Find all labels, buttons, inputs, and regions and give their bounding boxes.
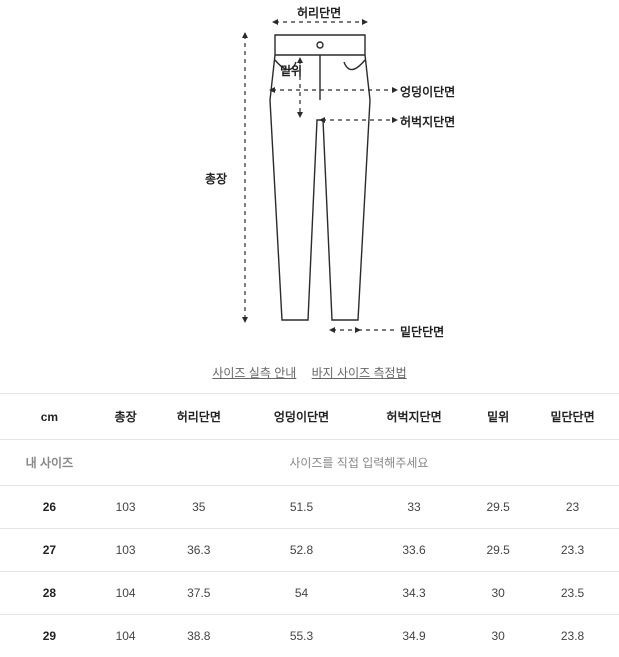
link-size-guide[interactable]: 사이즈 실측 안내: [212, 366, 296, 380]
size-cell: 23.5: [526, 572, 619, 615]
size-cell: 37.5: [152, 572, 245, 615]
header-col: 총장: [99, 394, 153, 440]
size-cell: 51.5: [245, 486, 358, 529]
label-length: 총장: [205, 170, 227, 187]
size-cell: 23.3: [526, 529, 619, 572]
size-cell: 29.5: [470, 529, 526, 572]
size-cell: 104: [99, 615, 153, 657]
size-cell: 23.8: [526, 615, 619, 657]
label-thigh: 허벅지단면: [400, 113, 455, 130]
size-cell: 103: [99, 529, 153, 572]
table-row: 261033551.53329.523: [0, 486, 619, 529]
size-cell: 34.3: [358, 572, 471, 615]
table-row: 2710336.352.833.629.523.3: [0, 529, 619, 572]
size-label: 29: [0, 615, 99, 657]
header-col: 밑위: [470, 394, 526, 440]
size-cell: 55.3: [245, 615, 358, 657]
size-cell: 38.8: [152, 615, 245, 657]
label-hem: 밑단단면: [400, 323, 444, 340]
header-unit: cm: [0, 394, 99, 440]
size-table: cm 총장 허리단면 엉덩이단면 허벅지단면 밑위 밑단단면 내 사이즈 사이즈…: [0, 393, 619, 657]
my-size-placeholder[interactable]: 사이즈를 직접 입력해주세요: [99, 440, 619, 486]
size-label: 26: [0, 486, 99, 529]
size-cell: 34.9: [358, 615, 471, 657]
size-cell: 52.8: [245, 529, 358, 572]
label-rise: 밑위: [280, 62, 302, 79]
size-cell: 33: [358, 486, 471, 529]
header-col: 밑단단면: [526, 394, 619, 440]
size-cell: 103: [99, 486, 153, 529]
size-cell: 35: [152, 486, 245, 529]
label-hip: 엉덩이단면: [400, 83, 455, 100]
header-col: 허벅지단면: [358, 394, 471, 440]
label-waist: 허리단면: [297, 4, 341, 21]
table-row: 2910438.855.334.93023.8: [0, 615, 619, 657]
size-cell: 30: [470, 572, 526, 615]
header-col: 엉덩이단면: [245, 394, 358, 440]
size-label: 27: [0, 529, 99, 572]
size-cell: 23: [526, 486, 619, 529]
size-cell: 104: [99, 572, 153, 615]
size-label: 28: [0, 572, 99, 615]
size-cell: 29.5: [470, 486, 526, 529]
link-measure-method[interactable]: 바지 사이즈 측정법: [312, 366, 407, 380]
pants-measurement-diagram: 허리단면 밑위 엉덩이단면 허벅지단면 총장 밑단단면: [0, 0, 619, 360]
size-cell: 54: [245, 572, 358, 615]
header-col: 허리단면: [152, 394, 245, 440]
size-cell: 36.3: [152, 529, 245, 572]
guide-links: 사이즈 실측 안내 바지 사이즈 측정법: [0, 360, 619, 393]
my-size-row[interactable]: 내 사이즈 사이즈를 직접 입력해주세요: [0, 440, 619, 486]
table-row: 2810437.55434.33023.5: [0, 572, 619, 615]
table-header-row: cm 총장 허리단면 엉덩이단면 허벅지단면 밑위 밑단단면: [0, 394, 619, 440]
size-cell: 30: [470, 615, 526, 657]
pants-svg: [0, 0, 619, 360]
my-size-label: 내 사이즈: [0, 440, 99, 486]
size-cell: 33.6: [358, 529, 471, 572]
